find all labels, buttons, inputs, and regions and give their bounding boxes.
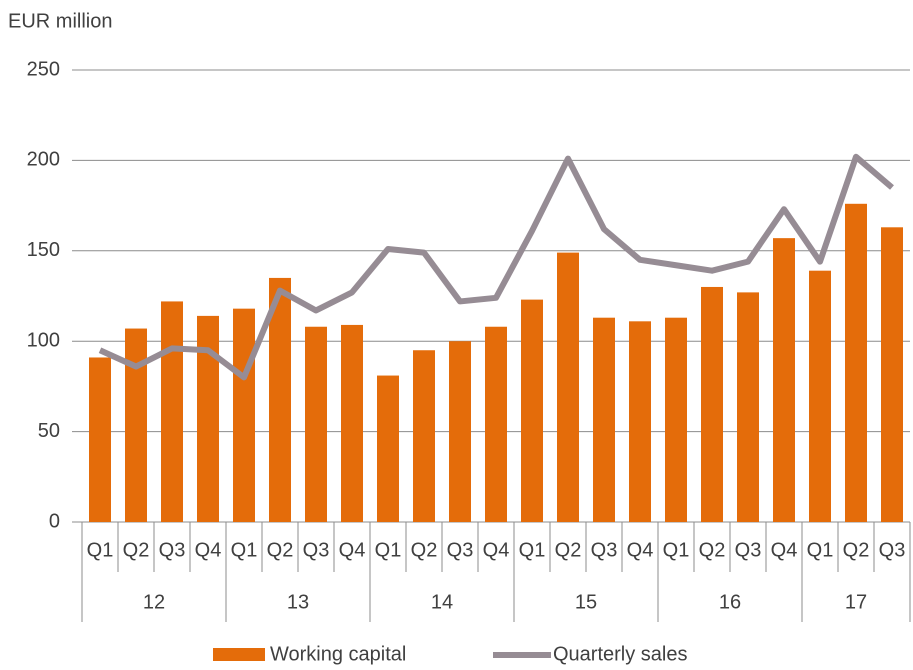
x-tick-label: Q2: [555, 539, 582, 561]
y-tick-label: 200: [27, 149, 60, 171]
bar: [197, 315, 219, 522]
x-tick-label: Q2: [411, 539, 438, 561]
group-label: 15: [575, 591, 597, 613]
bar: [773, 238, 795, 523]
bar: [629, 321, 651, 522]
bar: [413, 350, 435, 522]
x-tick-label: Q3: [303, 539, 330, 561]
group-label: 14: [431, 591, 453, 613]
group-label: 13: [287, 591, 309, 613]
bar: [341, 324, 363, 522]
x-tick-label: Q1: [519, 539, 546, 561]
x-tick-label: Q2: [843, 539, 870, 561]
x-tick-label: Q4: [627, 539, 654, 561]
bar: [881, 227, 903, 522]
x-tick-label: Q4: [483, 539, 510, 561]
bar: [269, 277, 291, 522]
bar: [809, 270, 831, 522]
bar: [449, 341, 471, 522]
x-tick-label: Q1: [231, 539, 258, 561]
line: [98, 153, 894, 381]
bar: [485, 326, 507, 522]
bar: [593, 317, 615, 522]
bar: [233, 308, 255, 522]
x-tick-label: Q3: [735, 539, 762, 561]
x-tick-label: Q4: [771, 539, 798, 561]
x-tick-label: Q2: [123, 539, 150, 561]
y-tick-label: 0: [49, 510, 60, 532]
group-label: 12: [143, 591, 165, 613]
x-tick-label: Q3: [879, 539, 906, 561]
x-tick-label: Q2: [267, 539, 294, 561]
group-label: 16: [719, 591, 741, 613]
bar: [161, 301, 183, 522]
x-tick-label: Q3: [159, 539, 186, 561]
y-axis-label: EUR million: [8, 10, 112, 32]
bar: [377, 375, 399, 522]
x-tick-label: Q4: [195, 539, 222, 561]
y-tick-label: 150: [27, 239, 60, 261]
bar: [665, 317, 687, 522]
bar: [737, 292, 759, 522]
bar: [125, 328, 147, 522]
y-tick-label: 50: [38, 420, 60, 442]
group-label: 17: [845, 591, 867, 613]
y-tick-label: 100: [27, 329, 60, 351]
bar: [845, 203, 867, 523]
bar: [701, 286, 723, 522]
bar: [305, 326, 327, 522]
x-tick-label: Q1: [87, 539, 114, 561]
x-tick-label: Q1: [375, 539, 402, 561]
legend-label: Quarterly sales: [553, 643, 688, 665]
bar: [89, 357, 111, 522]
bar: [557, 252, 579, 522]
x-tick-label: Q3: [591, 539, 618, 561]
x-tick-label: Q1: [807, 539, 834, 561]
x-tick-label: Q1: [663, 539, 690, 561]
legend-label: Working capital: [270, 643, 406, 665]
x-tick-label: Q2: [699, 539, 726, 561]
x-tick-label: Q4: [339, 539, 366, 561]
bar: [521, 299, 543, 522]
y-tick-label: 250: [27, 58, 60, 80]
legend-swatch: [213, 648, 265, 661]
x-tick-label: Q3: [447, 539, 474, 561]
